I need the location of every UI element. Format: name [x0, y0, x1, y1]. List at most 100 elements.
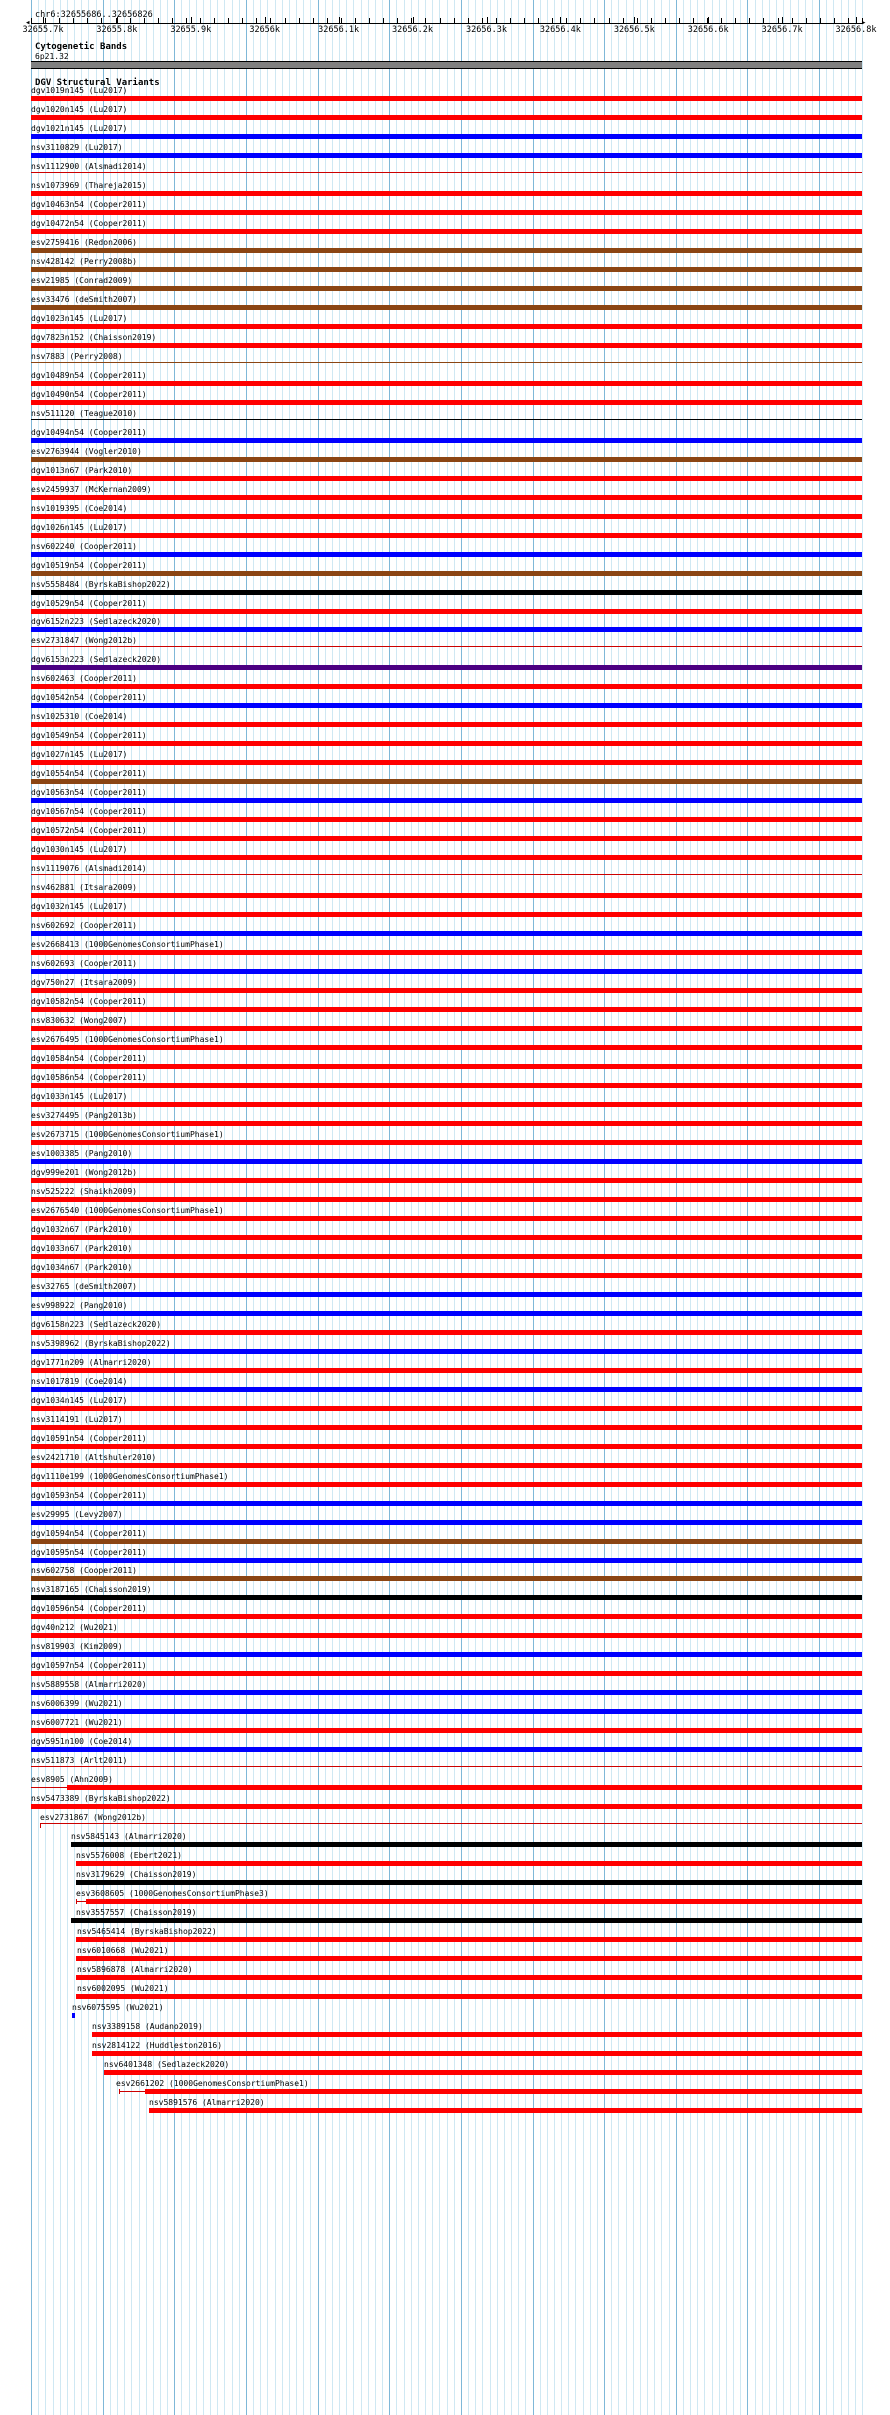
- track-bar[interactable]: [31, 1633, 862, 1639]
- track-bar[interactable]: [31, 931, 862, 937]
- track-bar[interactable]: [31, 874, 862, 876]
- track-bar[interactable]: [31, 1519, 862, 1525]
- track-bar[interactable]: [76, 1956, 862, 1961]
- track-bar[interactable]: [31, 1272, 862, 1278]
- track-bar[interactable]: [31, 513, 862, 519]
- track-bar[interactable]: [31, 1481, 862, 1487]
- track-bar[interactable]: [71, 1918, 862, 1924]
- track-bar[interactable]: [31, 532, 862, 538]
- track-bar[interactable]: [31, 418, 862, 420]
- track-bar[interactable]: [92, 2032, 862, 2037]
- track-bar[interactable]: [31, 380, 862, 386]
- track-bar[interactable]: [76, 1937, 862, 1943]
- track-bar[interactable]: [31, 817, 862, 823]
- track-bar[interactable]: [31, 760, 862, 766]
- track-bar[interactable]: [31, 1158, 862, 1164]
- track-bar[interactable]: [145, 2088, 862, 2094]
- track-bar[interactable]: [104, 2069, 862, 2075]
- track-bar[interactable]: [31, 665, 862, 671]
- track-bar[interactable]: [92, 2050, 862, 2056]
- track-bar[interactable]: [31, 1804, 862, 1810]
- track-bar[interactable]: [31, 399, 862, 405]
- track-bar[interactable]: [31, 1064, 862, 1069]
- track-bar[interactable]: [31, 1367, 862, 1373]
- track-bar[interactable]: [31, 589, 862, 595]
- track-bar[interactable]: [31, 1557, 862, 1563]
- track-bar[interactable]: [31, 570, 862, 576]
- track-bar[interactable]: [31, 1348, 862, 1354]
- track-bar[interactable]: [31, 323, 862, 329]
- track-bar[interactable]: [31, 551, 862, 557]
- track-bar[interactable]: [31, 1329, 862, 1335]
- track-bar[interactable]: [76, 1861, 862, 1867]
- track-bar[interactable]: [31, 1595, 862, 1601]
- track-bar[interactable]: [31, 1462, 862, 1468]
- track-bar[interactable]: [31, 1443, 862, 1449]
- track-bar[interactable]: [31, 1026, 862, 1031]
- track-bar[interactable]: [31, 969, 862, 975]
- track-bar[interactable]: [72, 2013, 75, 2018]
- track-bar[interactable]: [31, 1424, 862, 1430]
- track-bar[interactable]: [31, 361, 862, 363]
- track-bar[interactable]: [76, 1880, 862, 1886]
- track-bar[interactable]: [31, 855, 862, 861]
- track-bar[interactable]: [31, 1215, 862, 1221]
- track-bar[interactable]: [31, 456, 862, 462]
- coordinate-ruler[interactable]: chr6:32655686..32656826 ◂ ▸ 32655.7k 3265…: [0, 0, 890, 36]
- track-bar[interactable]: [31, 779, 862, 785]
- track-bar[interactable]: [31, 1139, 862, 1145]
- track-bar[interactable]: [31, 893, 862, 899]
- track-bar[interactable]: [31, 304, 862, 310]
- track-bar[interactable]: [31, 96, 862, 101]
- track-bar[interactable]: [31, 1747, 862, 1753]
- track-bar[interactable]: [31, 115, 862, 120]
- track-bar[interactable]: [31, 1083, 862, 1088]
- track-bar[interactable]: [31, 228, 862, 234]
- track-bar[interactable]: [31, 1386, 862, 1392]
- cytogenetic-band-bar[interactable]: [31, 61, 862, 69]
- track-bar[interactable]: [31, 1291, 862, 1297]
- track-bar[interactable]: [31, 627, 862, 633]
- track-bar[interactable]: [31, 722, 862, 728]
- track-bar[interactable]: [31, 342, 862, 348]
- track-bar[interactable]: [31, 1500, 862, 1506]
- track-bar[interactable]: [31, 684, 862, 690]
- track-bar[interactable]: [31, 152, 862, 158]
- track-bar[interactable]: [31, 1614, 862, 1620]
- track-bar[interactable]: [31, 190, 862, 196]
- track-bar[interactable]: [31, 1690, 862, 1696]
- track-bar[interactable]: [31, 494, 862, 500]
- track-bar[interactable]: [31, 1709, 862, 1715]
- track-bar[interactable]: [31, 209, 862, 215]
- track-bar[interactable]: [31, 1101, 862, 1107]
- track-bar[interactable]: [31, 608, 862, 614]
- track-bar[interactable]: [31, 285, 862, 291]
- track-bar[interactable]: [31, 1576, 862, 1582]
- track-bar[interactable]: [31, 171, 862, 173]
- track-bar[interactable]: [31, 1177, 862, 1183]
- track-bar[interactable]: [31, 134, 862, 139]
- track-bar[interactable]: [31, 266, 862, 272]
- track-bar[interactable]: [31, 247, 862, 253]
- track-bar[interactable]: [31, 1766, 862, 1768]
- track-bar[interactable]: [71, 1842, 862, 1848]
- track-bar[interactable]: [31, 1728, 862, 1734]
- track-bar[interactable]: [31, 437, 862, 443]
- track-bar[interactable]: [31, 988, 862, 994]
- track-bar[interactable]: [31, 1310, 862, 1316]
- track-bar[interactable]: [31, 646, 862, 648]
- track-bar[interactable]: [31, 475, 862, 481]
- track-bar[interactable]: [67, 1785, 862, 1791]
- track-bar[interactable]: [31, 798, 862, 804]
- track-bar[interactable]: [31, 741, 862, 747]
- track-bar[interactable]: [31, 1652, 862, 1658]
- track-bar[interactable]: [31, 1120, 862, 1126]
- track-bar[interactable]: [86, 1899, 862, 1905]
- track-bar[interactable]: [31, 912, 862, 918]
- track-bar[interactable]: [31, 703, 862, 709]
- track-bar[interactable]: [31, 1007, 862, 1012]
- track-bar[interactable]: [40, 1823, 862, 1825]
- track-bar[interactable]: [31, 1538, 862, 1544]
- track-bar[interactable]: [31, 1671, 862, 1677]
- track-bar[interactable]: [31, 1196, 862, 1202]
